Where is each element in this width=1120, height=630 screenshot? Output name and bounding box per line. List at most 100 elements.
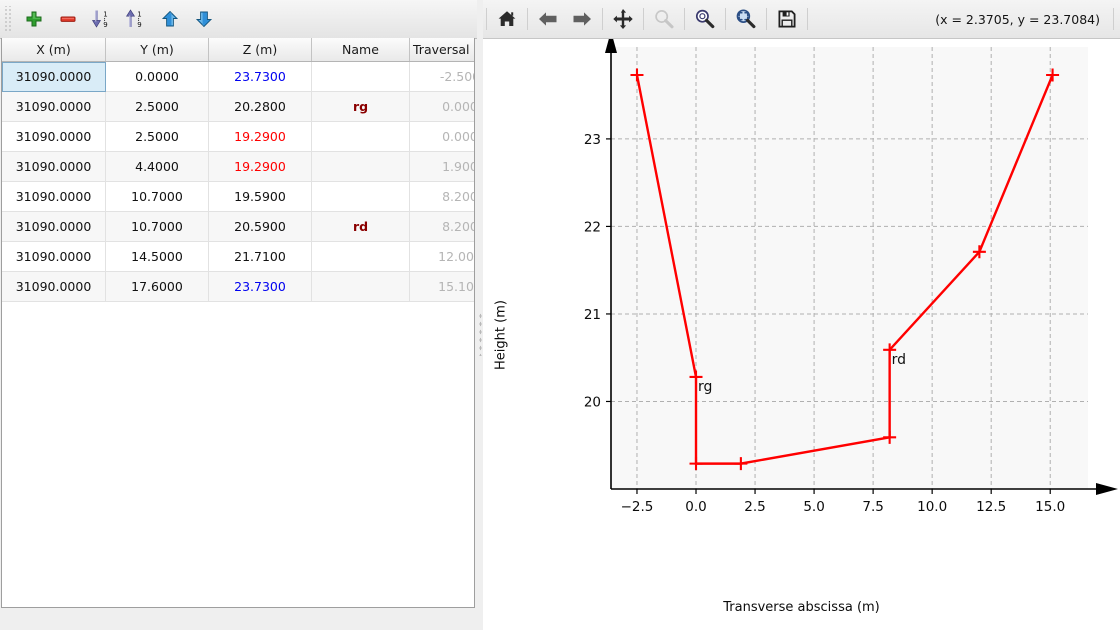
table-row[interactable]: 31090.0000 4.4000 19.2900 1.900 — [2, 151, 474, 182]
x-tick-label: 5.0 — [803, 499, 824, 515]
x-axis-label: Transverse abscissa (m) — [723, 600, 880, 615]
back-button[interactable] — [531, 4, 565, 34]
data-point-marker — [883, 430, 897, 444]
toolbar-separator — [807, 8, 808, 30]
column-header-name[interactable]: Name — [311, 38, 410, 62]
cell-y[interactable]: 10.7000 — [105, 211, 209, 242]
plus-icon — [26, 11, 42, 27]
cross-section-figure: −2.5 0.0 2.5 5.0 7.5 10.0 12.5 15.0 20 21 22 23 rg rd — [584, 39, 1118, 515]
remove-row-button[interactable] — [51, 3, 85, 35]
points-table-container[interactable]: X (m) Y (m) Z (m) Name Traversal abs (m … — [1, 38, 475, 608]
add-row-button[interactable] — [17, 3, 51, 35]
column-header-x[interactable]: X (m) — [2, 38, 106, 62]
cell-y[interactable]: 17.6000 — [105, 271, 209, 302]
cell-y[interactable]: 2.5000 — [105, 121, 209, 152]
cell-x[interactable]: 31090.0000 — [2, 91, 106, 122]
sort-descending-button[interactable]: 1 9 — [85, 3, 119, 35]
cell-traversal-abs[interactable]: -2.500 — [409, 61, 474, 92]
data-point-marker — [734, 457, 748, 471]
cell-traversal-abs[interactable]: 0.000 — [409, 91, 474, 122]
plot-canvas[interactable]: −2.5 0.0 2.5 5.0 7.5 10.0 12.5 15.0 20 21 22 23 rg rd… — [483, 39, 1120, 630]
cell-z[interactable]: 19.2900 — [208, 151, 312, 182]
panel-splitter[interactable] — [477, 38, 483, 630]
home-icon — [498, 11, 516, 26]
move-up-button[interactable] — [153, 3, 187, 35]
zoom-point-button[interactable] — [688, 4, 722, 34]
home-button[interactable] — [490, 4, 524, 34]
magnifier-point-icon — [695, 9, 715, 29]
cell-name[interactable] — [311, 181, 410, 212]
plot-navigation-toolbar: (x = 2.3705, y = 23.7084) — [483, 0, 1120, 39]
table-header-row: X (m) Y (m) Z (m) Name Traversal abs (m — [2, 38, 474, 62]
cell-x[interactable]: 31090.0000 — [2, 121, 106, 152]
pan-button[interactable] — [606, 4, 640, 34]
cell-y[interactable]: 2.5000 — [105, 91, 209, 122]
magnifier-rect-icon — [736, 9, 756, 29]
cell-z[interactable]: 19.5900 — [208, 181, 312, 212]
cell-traversal-abs[interactable]: 1.900 — [409, 151, 474, 182]
table-row[interactable]: 31090.0000 10.7000 19.5900 8.200 — [2, 181, 474, 212]
cell-x[interactable]: 31090.0000 — [2, 151, 106, 182]
sort-ascending-button[interactable]: 1 9 — [119, 3, 153, 35]
cell-name[interactable] — [311, 271, 410, 302]
svg-text:1: 1 — [103, 10, 107, 18]
data-point-marker — [883, 343, 897, 357]
zoom-button[interactable] — [647, 4, 681, 34]
cell-z[interactable]: 20.5900 — [208, 211, 312, 242]
sort-ascending-icon: 1 9 — [125, 9, 142, 29]
column-header-z[interactable]: Z (m) — [208, 38, 312, 62]
data-point-marker — [689, 370, 703, 384]
cell-name[interactable] — [311, 151, 410, 182]
cell-x[interactable]: 31090.0000 — [2, 61, 106, 92]
cell-z[interactable]: 23.7300 — [208, 271, 312, 302]
data-point-marker — [1046, 68, 1060, 82]
cell-x[interactable]: 31090.0000 — [2, 211, 106, 242]
svg-text:9: 9 — [103, 21, 107, 29]
cell-name[interactable] — [311, 241, 410, 272]
cell-x[interactable]: 31090.0000 — [2, 241, 106, 272]
x-axis-arrowhead — [1096, 483, 1118, 495]
table-row[interactable]: 31090.0000 2.5000 19.2900 0.000 — [2, 121, 474, 152]
toolbar-drag-handle[interactable] — [3, 6, 13, 32]
cell-name[interactable]: rd — [311, 211, 410, 242]
cell-z[interactable]: 23.7300 — [208, 61, 312, 92]
data-point-marker — [689, 457, 703, 471]
arrow-up-icon — [161, 10, 179, 27]
y-axis-label: Height (m) — [493, 299, 509, 370]
cell-name[interactable] — [311, 61, 410, 92]
cell-traversal-abs[interactable]: 0.000 — [409, 121, 474, 152]
cell-name[interactable]: rg — [311, 91, 410, 122]
toolbar-separator — [766, 8, 767, 30]
y-tick-label: 21 — [584, 307, 601, 323]
move-icon — [613, 9, 633, 29]
cell-traversal-abs[interactable]: 8.200 — [409, 211, 474, 242]
cell-y[interactable]: 4.4000 — [105, 151, 209, 182]
cell-z[interactable]: 21.7100 — [208, 241, 312, 272]
move-down-button[interactable] — [187, 3, 221, 35]
cell-name[interactable] — [311, 121, 410, 152]
cell-x[interactable]: 31090.0000 — [2, 181, 106, 212]
save-button[interactable] — [770, 4, 804, 34]
cell-y[interactable]: 14.5000 — [105, 241, 209, 272]
table-row[interactable]: 31090.0000 2.5000 20.2800 rg 0.000 — [2, 91, 474, 122]
data-line — [635, 74, 1054, 465]
column-header-y[interactable]: Y (m) — [105, 38, 209, 62]
column-header-traversal-abs[interactable]: Traversal abs (m — [409, 38, 474, 62]
cell-z[interactable]: 20.2800 — [208, 91, 312, 122]
forward-button[interactable] — [565, 4, 599, 34]
cell-z[interactable]: 19.2900 — [208, 121, 312, 152]
cell-traversal-abs[interactable]: 12.000 — [409, 241, 474, 272]
cell-y[interactable]: 0.0000 — [105, 61, 209, 92]
svg-text:9: 9 — [137, 21, 141, 29]
toolbar-separator — [602, 8, 603, 30]
table-row[interactable]: 31090.0000 10.7000 20.5900 rd 8.200 — [2, 211, 474, 242]
cell-traversal-abs[interactable]: 15.100 — [409, 271, 474, 302]
cell-x[interactable]: 31090.0000 — [2, 271, 106, 302]
cell-traversal-abs[interactable]: 8.200 — [409, 181, 474, 212]
cell-y[interactable]: 10.7000 — [105, 181, 209, 212]
zoom-rect-button[interactable] — [729, 4, 763, 34]
